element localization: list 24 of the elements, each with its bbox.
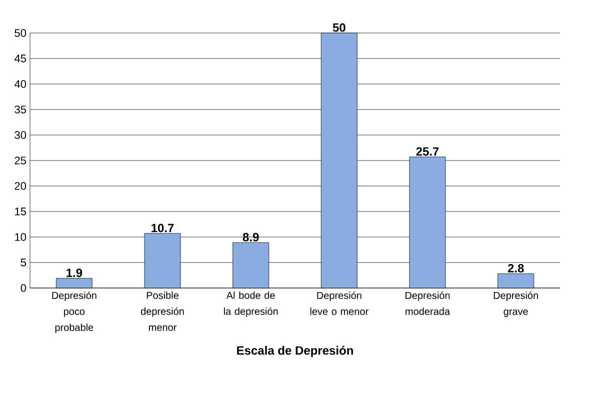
y-tick-label: 40: [14, 80, 26, 88]
data-label: 50: [332, 23, 346, 32]
data-label: 1.9: [66, 268, 82, 278]
y-tick-label: 10: [15, 233, 26, 241]
y-tick-label: 20: [14, 182, 26, 190]
y-tick-label: 15: [15, 208, 26, 216]
data-label: 2.8: [508, 264, 524, 273]
y-tick-label: 25: [14, 156, 26, 164]
x-tick-label: Depresión grave: [494, 292, 538, 317]
y-tick-label: 0: [20, 284, 26, 292]
x-tick-label: Posible depresión menor: [140, 292, 184, 331]
data-label: 10.7: [152, 224, 174, 232]
y-tick-label: 45: [14, 54, 26, 62]
x-tick-label: Depresión moderada: [406, 292, 450, 315]
y-tick-label: 30: [14, 131, 26, 139]
data-label: 25.7: [416, 147, 439, 156]
x-tick-label: Depresión leve o menor: [310, 292, 368, 315]
y-tick-label: 50: [14, 29, 26, 37]
y-tick-label: 35: [14, 106, 26, 114]
y-tick-label: 5: [20, 258, 26, 266]
data-label: 8.9: [242, 232, 259, 242]
x-tick-label: Al bode de la depresión: [224, 292, 278, 317]
x-axis-title: Escala de Depresión: [237, 346, 353, 358]
x-tick-label: Depresión poco probable: [52, 292, 96, 333]
